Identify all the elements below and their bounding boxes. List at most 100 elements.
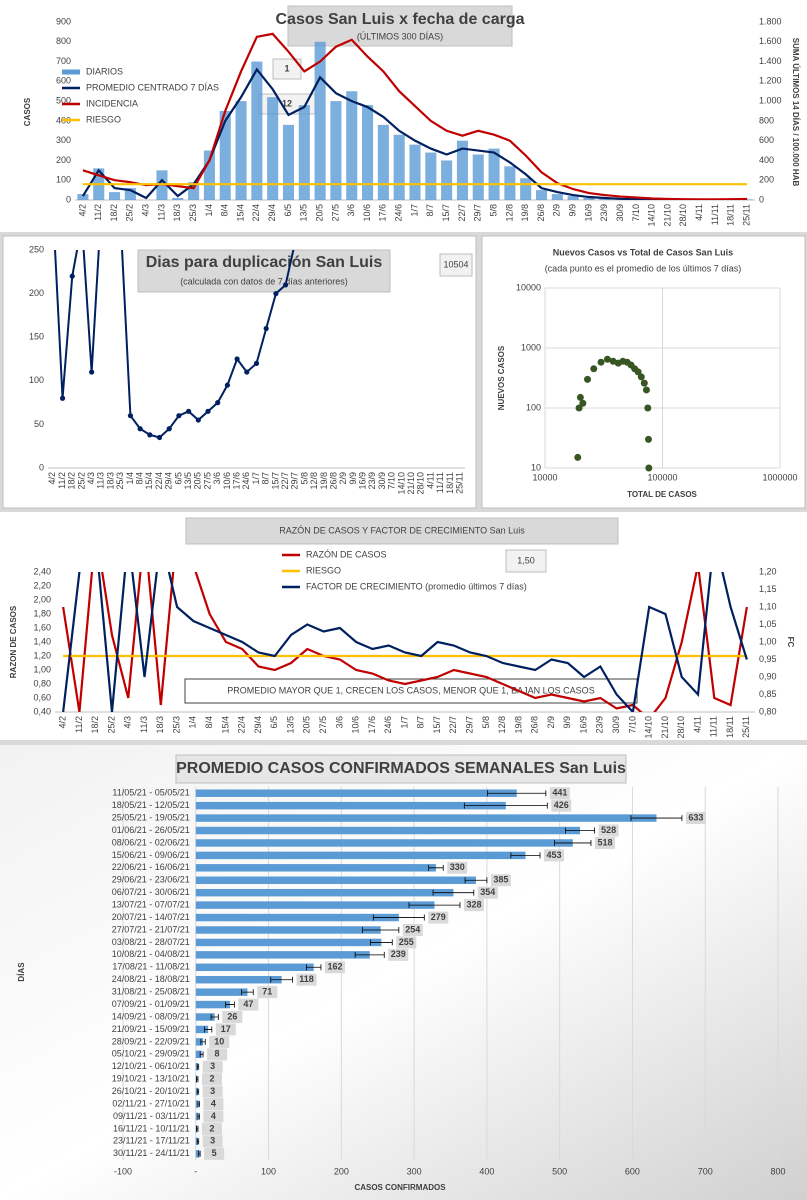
annotation-box <box>184 678 638 704</box>
x-tick-label: 25/2 <box>125 204 135 222</box>
point <box>590 365 598 373</box>
point <box>584 375 592 383</box>
x-tick-label: 29/4 <box>253 716 263 734</box>
legend-label: INCIDENCIA <box>86 98 138 108</box>
x-tick-label: 23/9 <box>367 472 377 490</box>
bar <box>599 198 611 200</box>
value-label: 2 <box>209 1123 214 1133</box>
title-box <box>185 517 619 545</box>
x-tick-label: 8/4 <box>220 204 230 217</box>
error-bar <box>362 926 400 933</box>
x-tick-label: 5/8 <box>481 716 491 729</box>
y-tick-label: 28/09/21 - 22/09/21 <box>112 1036 190 1046</box>
value-label-box <box>685 812 706 825</box>
value-label: 4 <box>211 1098 216 1108</box>
bar <box>195 851 526 860</box>
error-bar <box>510 852 541 859</box>
chart-title: Nuevos Casos vs Total de Casos San Luis <box>553 247 733 257</box>
value-label-box <box>544 849 565 862</box>
error-bar <box>196 1138 200 1145</box>
x-tick-label: 25/11 <box>741 716 751 738</box>
x-tick-label: 18/2 <box>90 716 100 734</box>
x-tick-label: 11/11 <box>709 716 719 737</box>
value-label-box <box>202 1135 223 1148</box>
chart-subtitle: (cada punto es el promedio de los último… <box>545 263 742 273</box>
x-tick-label: 7/10 <box>631 204 641 222</box>
error-bar <box>354 951 385 958</box>
error-bar <box>241 989 254 996</box>
value-label-box <box>402 923 423 936</box>
bar <box>195 1050 202 1059</box>
bar <box>195 926 381 934</box>
y-tick-label: 1,15 <box>759 584 777 594</box>
y-tick-label: 200 <box>29 288 44 298</box>
x-tick-label: 300 <box>407 1166 422 1176</box>
x-tick-label: 4/2 <box>58 716 68 729</box>
x-tick-label: 4/11 <box>692 716 702 733</box>
point <box>137 426 143 432</box>
value-label-box <box>238 998 259 1011</box>
x-tick-label: 4/3 <box>123 716 133 729</box>
y-tick-label: 22/06/21 - 16/06/21 <box>112 862 190 872</box>
y-tick-label: 100 <box>29 375 44 385</box>
y-tick-label: 26/10/21 - 20/10/21 <box>112 1086 190 1096</box>
value-label-box <box>215 1023 236 1036</box>
x-tick-label: 3/6 <box>346 204 356 217</box>
bar <box>195 951 370 959</box>
y-tick-label: 100 <box>526 402 541 412</box>
error-bar <box>196 1088 200 1095</box>
x-tick-label: 25/3 <box>171 716 181 734</box>
x-tick-label: 18/3 <box>105 472 115 490</box>
y-tick-label: 31/08/21 - 25/08/21 <box>112 987 190 997</box>
annotation: PROMEDIO MAYOR QUE 1, CRECEN LOS CASOS, … <box>227 685 594 695</box>
y-tick-label: 1,00 <box>33 664 51 674</box>
y-tick-label: 1.400 <box>759 56 782 66</box>
value-label: 328 <box>466 899 481 909</box>
point <box>575 404 583 412</box>
chart-title: PROMEDIO CASOS CONFIRMADOS SEMANALES San… <box>176 760 626 777</box>
x-tick-label: 11/3 <box>139 716 149 733</box>
y-tick-label: 150 <box>29 332 44 342</box>
point <box>576 393 584 401</box>
legend-label: RIESGO <box>86 114 121 124</box>
error-bar <box>198 1150 201 1157</box>
y-tick-label: 2,20 <box>33 580 51 590</box>
title-box <box>175 754 627 784</box>
y-tick-label: 1,40 <box>33 636 51 646</box>
x-tick-label: 30/9 <box>377 472 387 490</box>
y-tick-label: 250 <box>29 244 44 254</box>
value-label-box <box>207 1048 228 1061</box>
x-tick-label: 14/10 <box>644 716 654 739</box>
bar <box>195 814 657 822</box>
value-label: 3 <box>210 1136 215 1146</box>
x-tick-label: 22/4 <box>251 204 261 222</box>
x-tick-label: 700 <box>698 1166 713 1176</box>
x-tick-label: 29/7 <box>464 716 474 734</box>
x-tick-label: 5/8 <box>488 204 498 217</box>
y-tick-label: 10000 <box>516 282 541 292</box>
x-tick-label: 27/5 <box>318 716 328 734</box>
point <box>640 379 648 387</box>
x-tick-label: 12/8 <box>504 204 514 222</box>
bar <box>219 111 231 200</box>
value-label: 441 <box>552 788 567 798</box>
y-tick-label: 0,85 <box>759 689 777 699</box>
value-label-box <box>324 961 345 974</box>
y-tick-label: 1,80 <box>33 608 51 618</box>
bar <box>520 178 532 200</box>
value-label: 239 <box>391 949 406 959</box>
bar <box>195 888 454 897</box>
x-tick-label: 26/8 <box>536 204 546 222</box>
y-tick-label: 0 <box>66 194 71 204</box>
x-tick-label: 12/8 <box>309 472 319 490</box>
error-bar <box>210 1014 219 1021</box>
y-tick-label: 1,20 <box>759 566 777 576</box>
x-tick-label: 27/5 <box>202 472 212 490</box>
x-tick-label: 25/11 <box>455 472 465 494</box>
y-tick-label: 19/10/21 - 13/10/21 <box>112 1074 190 1084</box>
value-label: 354 <box>480 887 495 897</box>
bar <box>251 61 263 200</box>
x-tick-label: 200 <box>334 1166 349 1176</box>
y-tick-label: 1000 <box>521 342 541 352</box>
x-axis-label: CASOS CONFIRMADOS <box>354 1183 446 1192</box>
